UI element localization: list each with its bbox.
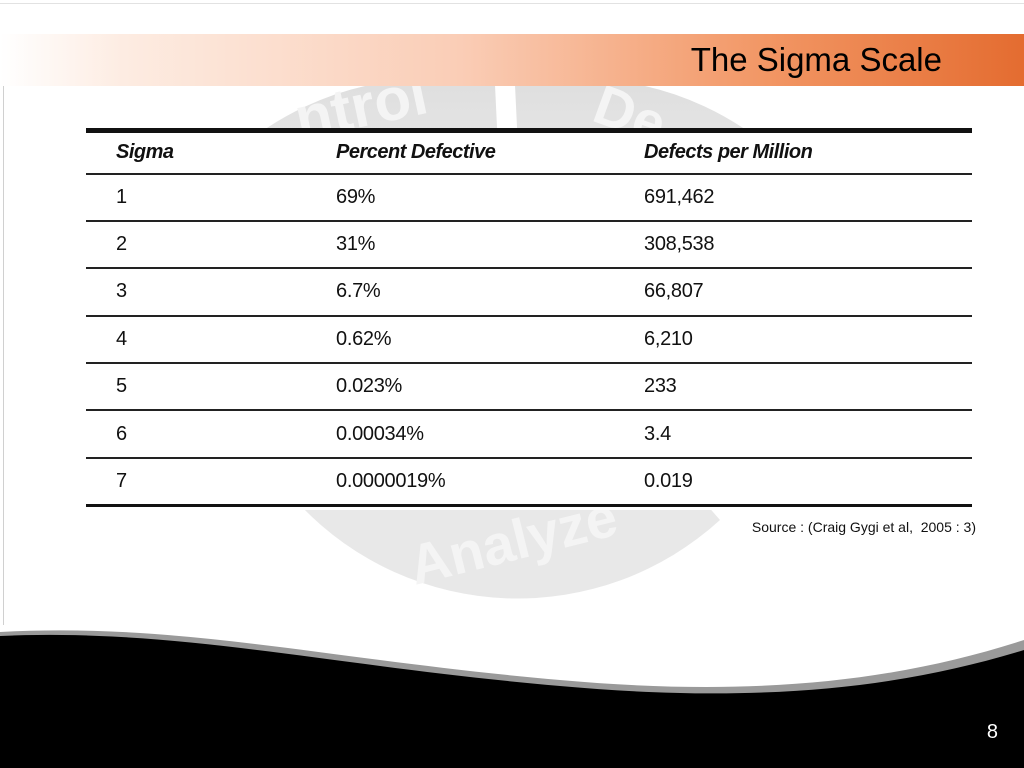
cell-sigma: 5 bbox=[86, 363, 336, 412]
cell-percent-defective: 0.023% bbox=[336, 363, 644, 412]
title-band bbox=[0, 34, 1024, 86]
source-note: Source : (Craig Gygi et al, 2005 : 3) bbox=[751, 519, 976, 535]
left-rule bbox=[3, 85, 4, 625]
cell-percent-defective: 0.0000019% bbox=[336, 457, 644, 507]
cell-defects-per-million: 233 bbox=[644, 363, 972, 412]
cell-percent-defective: 0.00034% bbox=[336, 410, 644, 459]
table-row: 7 0.0000019% 0.019 bbox=[86, 457, 972, 507]
header-sigma: Sigma bbox=[86, 128, 336, 175]
header-percent-defective: Percent Defective bbox=[336, 128, 644, 175]
cell-defects-per-million: 691,462 bbox=[644, 173, 972, 222]
cell-defects-per-million: 0.019 bbox=[644, 457, 972, 507]
cell-percent-defective: 0.62% bbox=[336, 315, 644, 365]
cell-defects-per-million: 3.4 bbox=[644, 410, 972, 459]
cell-defects-per-million: 308,538 bbox=[644, 220, 972, 270]
table-row: 4 0.62% 6,210 bbox=[86, 315, 972, 365]
cell-sigma: 2 bbox=[86, 220, 336, 270]
cell-sigma: 7 bbox=[86, 457, 336, 507]
table-row: 6 0.00034% 3.4 bbox=[86, 410, 972, 459]
cell-percent-defective: 69% bbox=[336, 173, 644, 222]
page-number: 8 bbox=[986, 721, 998, 743]
sigma-table-card: Sigma Percent Defective Defects per Mill… bbox=[86, 128, 972, 510]
cell-sigma: 4 bbox=[86, 315, 336, 365]
table-row: 2 31% 308,538 bbox=[86, 220, 972, 270]
cell-sigma: 1 bbox=[86, 173, 336, 222]
table-row: 1 69% 691,462 bbox=[86, 173, 972, 222]
cell-sigma: 6 bbox=[86, 410, 336, 459]
slide-title: The Sigma Scale bbox=[690, 41, 942, 78]
footer-swoosh bbox=[0, 630, 1024, 768]
cell-defects-per-million: 66,807 bbox=[644, 268, 972, 317]
table-header-row: Sigma Percent Defective Defects per Mill… bbox=[86, 128, 972, 175]
top-rule bbox=[0, 3, 1024, 4]
cell-percent-defective: 6.7% bbox=[336, 268, 644, 317]
cell-percent-defective: 31% bbox=[336, 220, 644, 270]
cell-defects-per-million: 6,210 bbox=[644, 315, 972, 365]
table-row: 3 6.7% 66,807 bbox=[86, 268, 972, 317]
header-defects-per-million: Defects per Million bbox=[644, 128, 972, 175]
sigma-table: Sigma Percent Defective Defects per Mill… bbox=[86, 128, 972, 507]
table-row: 5 0.023% 233 bbox=[86, 363, 972, 412]
cell-sigma: 3 bbox=[86, 268, 336, 317]
